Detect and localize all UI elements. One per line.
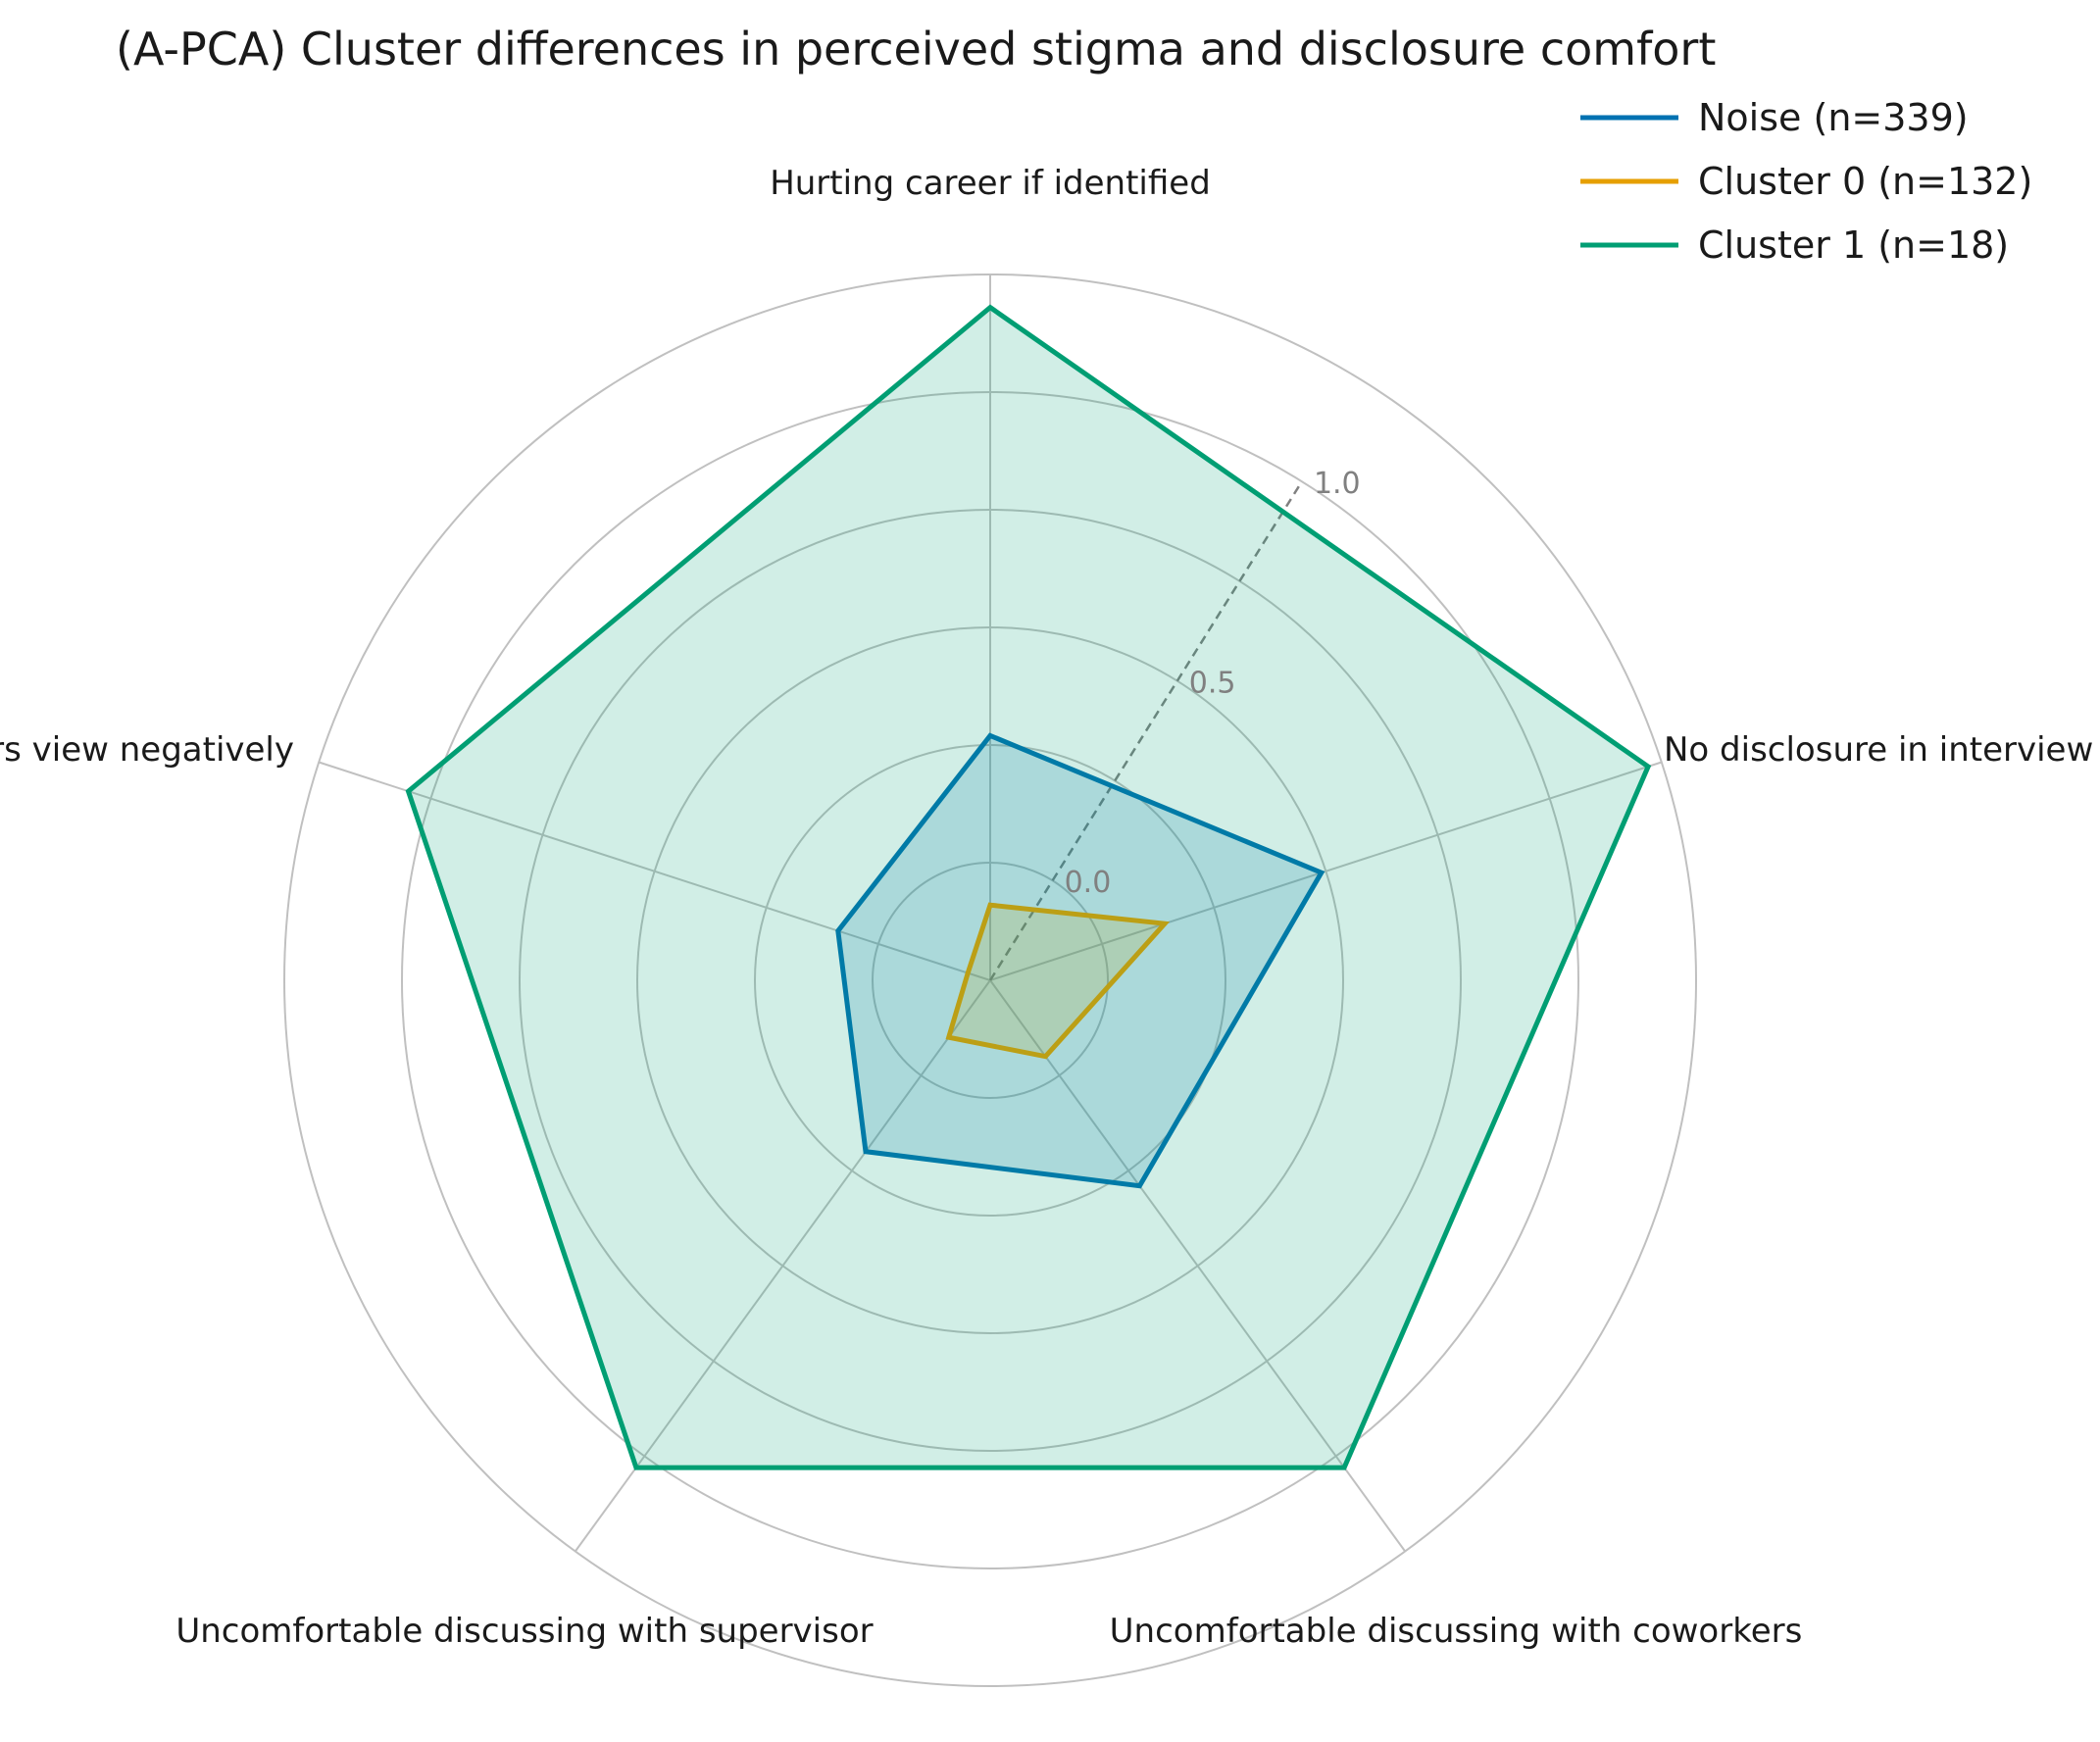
radial-tick-label-1: 0.5 xyxy=(1189,667,1236,701)
series-line-2 xyxy=(405,304,1652,1470)
series-fill-0 xyxy=(837,735,1322,1186)
spoke-2 xyxy=(989,979,1407,1553)
radar-grid xyxy=(283,274,1697,1687)
axis-label-3: Uncomfortable discussing with supervisor xyxy=(175,1612,873,1651)
legend: Noise (n=339) Cluster 0 (n=132) Cluster 1 … xyxy=(1580,96,2032,267)
spoke-3 xyxy=(574,979,991,1553)
legend-label-2: Cluster 1 (n=18) xyxy=(1698,224,2009,267)
series-line-0 xyxy=(835,732,1325,1189)
radial-tick-labels: 0.0 0.5 1.0 xyxy=(1065,467,1361,900)
chart-title: (A-PCA) Cluster differences in perceived… xyxy=(116,23,1716,75)
series-fill-2 xyxy=(408,307,1649,1468)
axis-label-0: Hurting career if identified xyxy=(770,164,1211,203)
legend-label-0: Noise (n=339) xyxy=(1698,96,1969,139)
radial-tick-label-2: 1.0 xyxy=(1314,467,1361,501)
legend-label-1: Cluster 0 (n=132) xyxy=(1698,160,2032,203)
radial-reference-line xyxy=(988,480,1304,981)
radial-tick-label-0: 0.0 xyxy=(1065,866,1112,900)
axis-label-1: No disclosure in interview xyxy=(1664,730,2093,770)
spoke-1 xyxy=(989,761,1663,981)
series-line-1 xyxy=(945,902,1171,1060)
series-fill-1 xyxy=(948,905,1165,1057)
spoke-4 xyxy=(318,761,991,981)
axis-labels: Hurting career if identified No disclosur… xyxy=(0,164,2093,1651)
series-layer xyxy=(405,304,1652,1470)
axis-label-4: Peers view negatively xyxy=(0,730,294,770)
axis-label-2: Uncomfortable discussing with coworkers xyxy=(1110,1612,1803,1651)
